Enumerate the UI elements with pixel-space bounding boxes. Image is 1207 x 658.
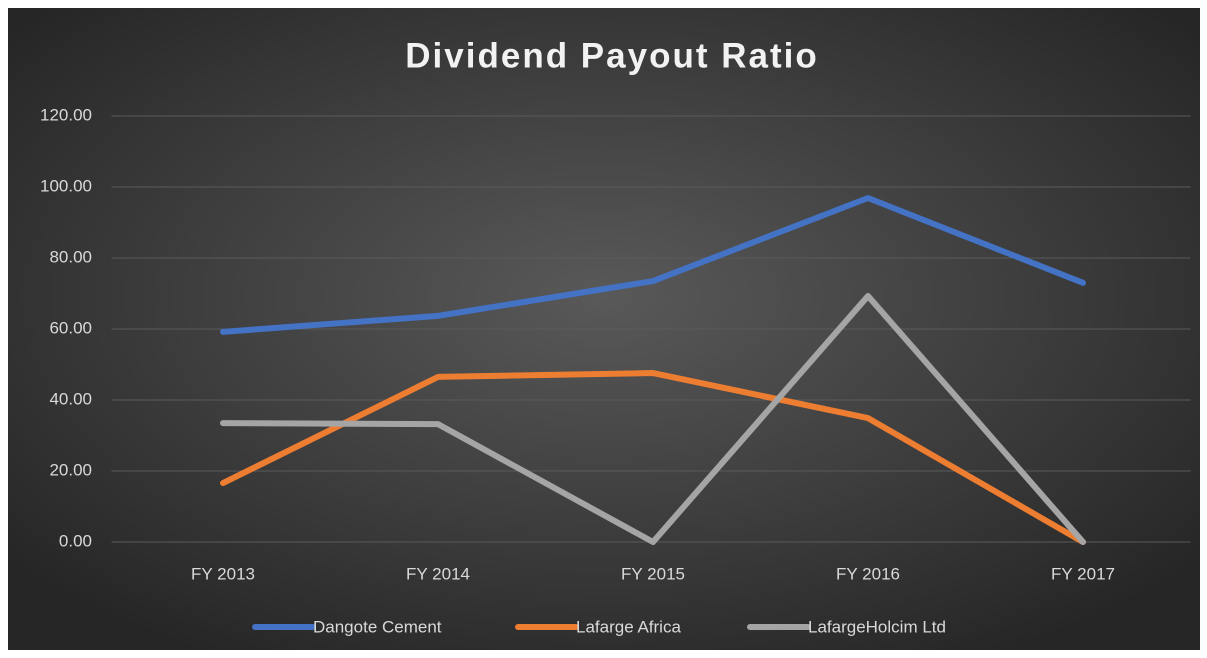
y-tick-label: 100.00	[40, 176, 92, 195]
line-series	[220, 370, 1086, 545]
line-series	[220, 292, 1086, 545]
x-tick-label: FY 2015	[621, 564, 685, 583]
y-tick-label: 0.00	[59, 531, 92, 550]
line-series	[220, 195, 1086, 335]
y-tick-label: 40.00	[49, 389, 92, 408]
x-tick-label: FY 2013	[191, 564, 255, 583]
x-tick-label: FY 2017	[1051, 564, 1115, 583]
y-tick-label: 60.00	[49, 318, 92, 337]
y-tick-label: 120.00	[40, 105, 92, 124]
y-tick-label: 80.00	[49, 247, 92, 266]
x-tick-label: FY 2014	[406, 564, 470, 583]
x-tick-label: FY 2016	[836, 564, 900, 583]
chart-title: Dividend Payout Ratio	[405, 36, 818, 75]
legend-label: Dangote Cement	[313, 617, 442, 636]
legend-label: Lafarge Africa	[576, 617, 681, 636]
y-tick-label: 20.00	[49, 460, 92, 479]
legend-label: LafargeHolcim Ltd	[808, 617, 946, 636]
